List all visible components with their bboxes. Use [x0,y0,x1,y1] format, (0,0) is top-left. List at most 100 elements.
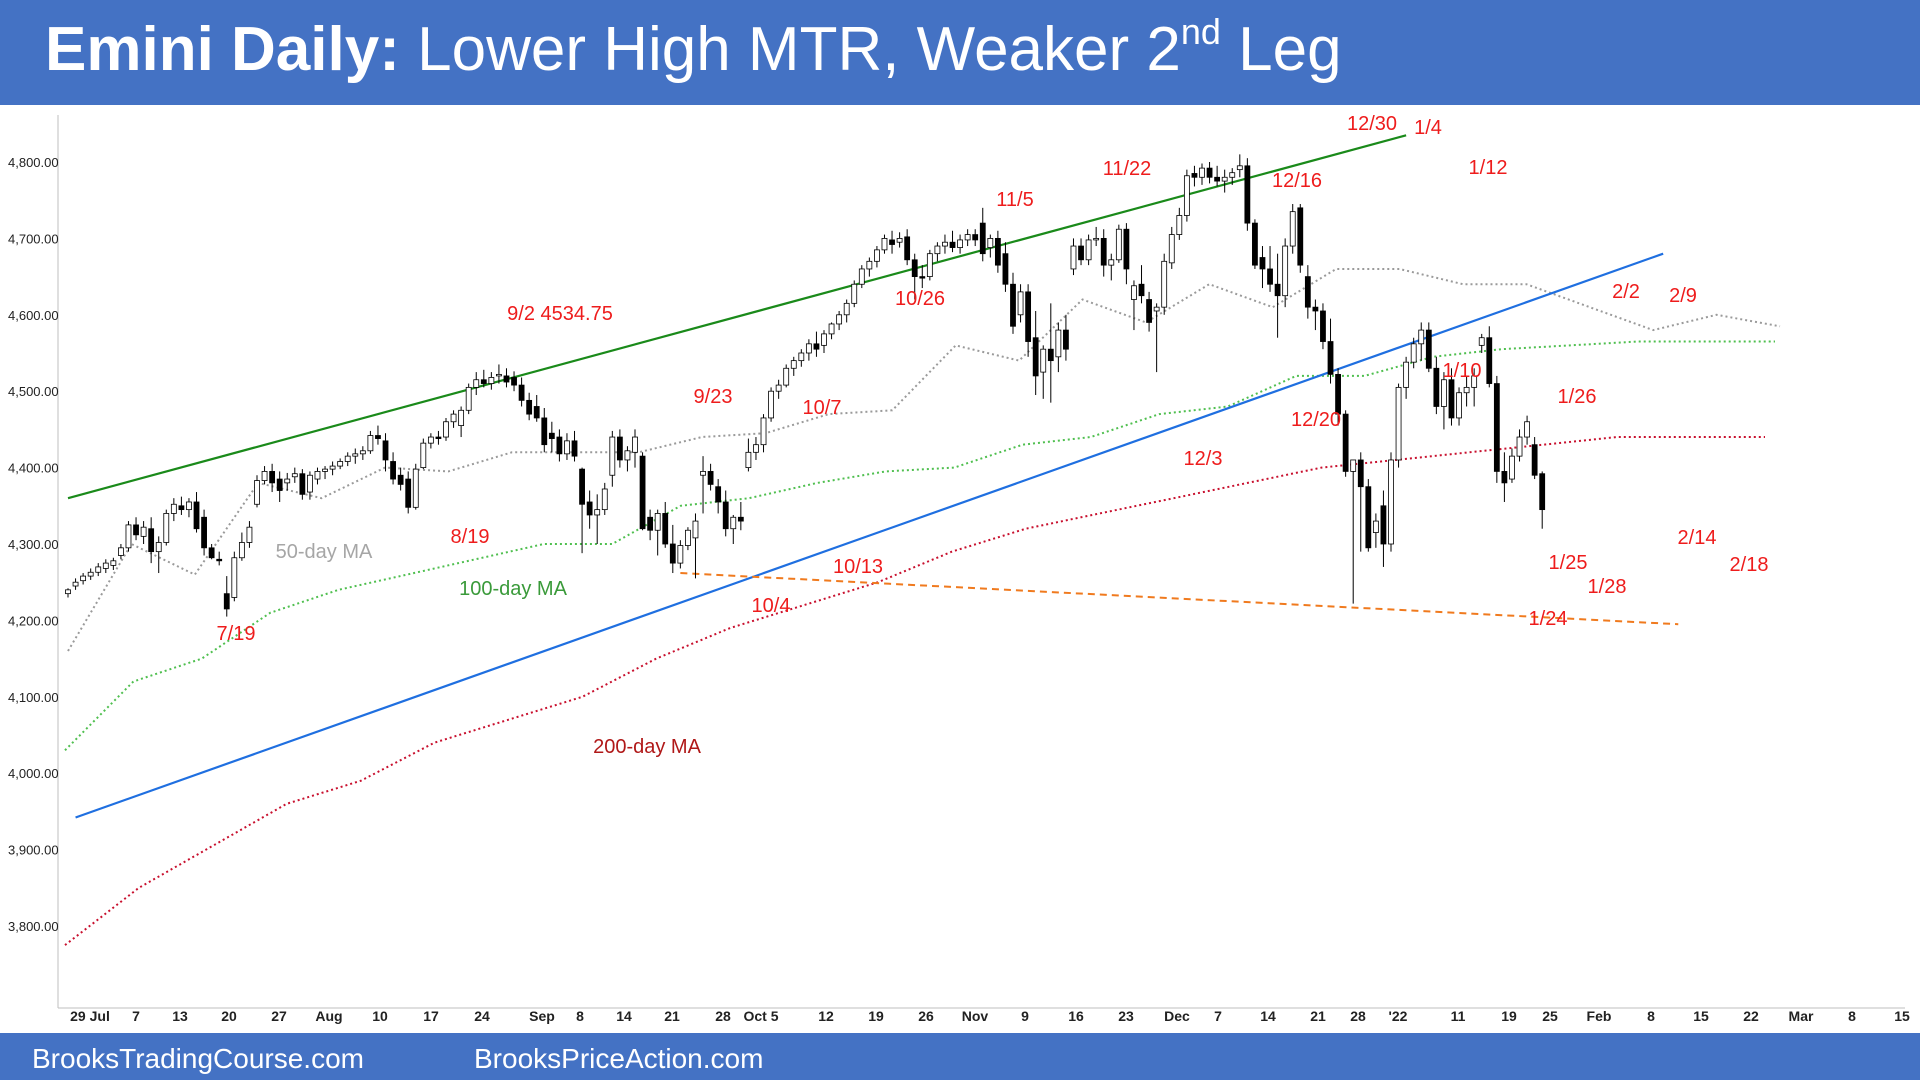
y-tick-label: 4,300.00 [8,537,59,552]
candle-bull [87,571,94,577]
candle-bear [518,384,525,401]
candle-bull [730,516,737,530]
candle-bear [1206,167,1213,178]
candle-bear [1259,257,1266,270]
candle-bull [1410,343,1417,363]
candle-bull [1388,459,1394,545]
candle-bull [1236,165,1243,171]
candle-bear [1539,473,1546,511]
candle-bull [1153,306,1160,312]
candle-bear [904,236,911,261]
candle-bear [1252,222,1258,266]
candle-bull [1221,176,1228,182]
candle-bear [722,501,729,530]
candle-bear [223,593,230,610]
x-tick-label: 19 [868,1008,884,1024]
candle-bear [1047,348,1054,362]
candle-bear [435,436,442,439]
candle-bear [1448,379,1455,419]
candle-bull [450,413,457,423]
candle-bear [911,259,918,277]
candle-bear [707,471,714,485]
candle-bull [745,451,752,469]
title-bold: Emini Daily: [45,15,400,84]
candle-bull [609,436,616,476]
chart-annotation: 1/10 [1443,360,1482,382]
candle-bull [80,575,87,582]
trendline-lower [75,252,1664,819]
candle-bull [624,450,631,461]
candle-bull [186,501,192,511]
x-tick-label: 29 Jul [70,1008,110,1024]
x-tick-label: 20 [221,1008,237,1024]
y-tick-label: 3,800.00 [8,919,59,934]
candle-bull [170,503,177,514]
moving-average-line [64,436,1765,946]
candle-bear [390,461,396,480]
candle-bear [382,440,389,461]
x-tick-label: 16 [1068,1008,1084,1024]
moving-average-layer [64,268,1781,946]
x-tick-label: 12 [818,1008,834,1024]
footer-link-right[interactable]: BrooksPriceAction.com [474,1043,764,1074]
chart-annotation: 50-day MA [276,541,373,563]
chart-annotation: 2/2 [1612,281,1640,303]
footer-link-left[interactable]: BrooksTradingCourse.com [32,1043,364,1074]
candle-bull [359,450,366,455]
candle-bull [1176,215,1183,235]
candle-bear [193,501,200,530]
candle-bear [556,436,563,455]
candle-bull [1372,520,1379,533]
candle-bull [1085,239,1092,261]
candle-bull [367,435,374,452]
candle-bull [942,241,948,247]
annotation-layer: 7/19 8/19 9/2 4534.75 9/23 10/4 10/7 10/13 10/2… [217,113,1769,758]
candle-bull [72,581,79,587]
x-tick-label: 26 [918,1008,934,1024]
candle-bear [715,486,722,503]
candle-bear [178,505,185,511]
candle-bull [95,566,102,573]
candle-bear [541,417,548,446]
candle-bear [1486,337,1493,384]
candle-bull [458,409,465,426]
x-tick-label: 17 [423,1008,439,1024]
chart-annotation: 200-day MA [593,736,701,758]
candle-bull [798,352,805,362]
candle-bull [473,379,480,388]
candle-bull [1282,245,1289,297]
candle-bear [405,478,412,508]
candle-bull [420,442,427,469]
x-tick-label: 15 [1894,1008,1910,1024]
candle-bear [639,455,646,530]
candle-bull [760,417,767,446]
candle-bear [1304,276,1311,308]
moving-average-line [67,268,1781,652]
candle-bear [1138,283,1145,297]
candle-bull [1168,234,1175,264]
chart-annotation: 1/4 [1414,117,1442,139]
candle-bull [821,333,827,346]
candle-bear [1267,268,1273,285]
chart-annotation: 9/2 4534.75 [507,303,613,325]
x-tick-label: 8 [1848,1008,1856,1024]
x-tick-label: 7 [132,1008,140,1024]
candle-bull [594,509,601,516]
candle-bear [979,222,986,255]
candle-bear [480,379,487,384]
candle-bull [601,488,608,511]
candle-bull [465,386,472,411]
candle-bull [926,253,933,277]
chart-annotation: 10/4 [752,595,791,617]
candle-bull [163,513,170,543]
candle-bull [140,526,147,537]
candle-bull [692,520,699,539]
y-tick-label: 4,700.00 [8,231,59,246]
y-tick-label: 3,900.00 [8,843,59,858]
candle-bull [1070,245,1077,270]
x-tick-label: 27 [271,1008,287,1024]
candle-bull [685,529,691,546]
candle-bull [934,245,941,255]
axis-layer: 3,800.00 3,900.00 4,000.00 4,100.00 4,200.00… [8,115,1910,1024]
candle-bull [753,444,759,453]
